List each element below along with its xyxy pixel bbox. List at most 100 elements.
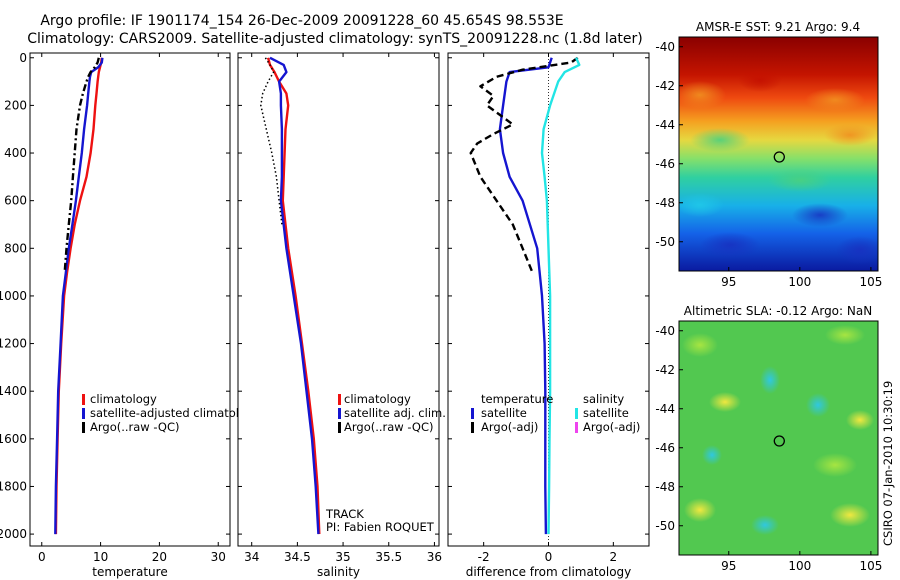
sst-blob [700,232,760,258]
x-tick-label: 105 [859,559,882,573]
sla-map-axes: 95 100 105 -40 -42 -44 -46 -48 -50 [655,324,882,573]
y-tick-label: 1400 [0,384,27,398]
sla-blob [709,392,741,412]
legend-label: climatology [90,392,157,406]
legend-swatch [82,422,85,433]
y-tick-label: -40 [655,40,675,54]
series-line [469,56,579,273]
legend-label: Argo(-adj) [583,420,640,434]
sla-blob [760,366,780,394]
figure-title-line1: Argo profile: IF 1901174_154 26-Dec-2009… [40,13,563,29]
series-line [498,57,553,535]
y-tick-label: -46 [655,157,675,171]
legend-title: salinity [583,392,624,406]
sst-map-frame [678,36,879,272]
sla-blob [751,515,779,535]
sst-blob [690,128,750,152]
sst-argo-marker [773,151,785,163]
y-tick-label: 1000 [0,289,27,303]
legend-label: satellite adj. clim. [344,406,446,420]
x-axis-label: difference from climatology [466,565,632,579]
y-tick-label: -48 [655,480,675,494]
x-tick-label: 36 [427,550,442,564]
x-tick-label: 35.5 [375,550,402,564]
x-tick-label: 34.5 [284,550,311,564]
y-tick-label: 600 [4,194,27,208]
sla-blob [813,453,857,477]
legend-swatch [82,394,85,405]
y-tick-label: -40 [655,324,675,338]
sst-blob [792,203,848,227]
sla-map-title: Altimetric SLA: -0.12 Argo: NaN [684,304,872,318]
pi-label: PI: Fabien ROQUET [326,520,435,534]
y-tick-label: -44 [655,402,675,416]
series-line [269,56,320,535]
legend-swatch [82,408,85,419]
x-tick-label: 0 [545,550,553,564]
y-tick-label: 1600 [0,432,27,446]
y-tick-label: -42 [655,79,675,93]
plot-frame [237,52,440,547]
x-axis-label: temperature [92,565,167,579]
y-tick-label: -50 [655,235,675,249]
y-tick-label: 2000 [0,527,27,541]
series-line [260,57,283,225]
x-tick-label: 95 [721,275,736,289]
legend-label: satellite-adjusted climatology [90,406,260,420]
legend-swatch [338,422,341,433]
sla-map: Altimetric SLA: -0.12 Argo: NaN 95 100 105… [655,304,882,573]
y-tick-label: 400 [4,146,27,160]
plot-frame [29,52,231,547]
legend-label: satellite [481,406,527,420]
legend-swatch [575,422,578,433]
sla-blob [846,410,874,430]
legend-swatch [338,408,341,419]
sst-blob [805,88,865,112]
sla-blob [806,393,830,417]
legend-label: satellite [583,406,629,420]
sst-blob [738,68,782,92]
x-tick-label: 34 [244,550,259,564]
sla-map-frame [678,320,879,556]
legend-swatch [471,408,474,419]
x-tick-label: 0 [38,550,46,564]
track-label: TRACK [325,507,364,521]
y-tick-label: -42 [655,363,675,377]
series-line [63,57,100,273]
sla-blob [702,445,722,465]
legend-swatch [575,408,578,419]
y-tick-label: -46 [655,441,675,455]
y-tick-label: 1800 [0,479,27,493]
legend-title: temperature [481,392,553,406]
salinity-panel: 34 34.5 35 35.5 36 salinity climatologysatelli… [237,52,446,579]
x-tick-label: 20 [152,550,167,564]
sst-blob [679,81,726,109]
y-tick-label: -50 [655,519,675,533]
sst-blob [768,168,832,192]
figure-title-line2: Climatology: CARS2009. Satellite-adjuste… [27,31,642,47]
x-tick-label: 30 [211,550,226,564]
sla-argo-marker [773,435,785,447]
x-tick-label: 35 [335,550,350,564]
legend-label: Argo(..raw -QC) [344,420,434,434]
series-line [540,57,581,535]
legend-swatch [338,394,341,405]
x-tick-label: 100 [788,559,811,573]
sst-blob [824,124,876,146]
y-tick-label: 1200 [0,337,27,351]
x-tick-label: -2 [478,550,490,564]
x-tick-label: 100 [788,275,811,289]
y-tick-label: 200 [4,98,27,112]
legend-label: Argo(-adj) [481,420,538,434]
sst-map-title: AMSR-E SST: 9.21 Argo: 9.4 [696,20,860,34]
sst-blob [836,236,878,264]
sst-map: AMSR-E SST: 9.21 Argo: 9.4 95 100 105 -40 -4… [655,20,882,289]
legend-label: Argo(..raw -QC) [90,420,180,434]
x-tick-label: 2 [610,550,618,564]
sla-blob [684,498,716,522]
sla-blob [682,333,718,357]
x-axis-label: salinity [317,565,360,579]
sst-blob [679,193,724,217]
